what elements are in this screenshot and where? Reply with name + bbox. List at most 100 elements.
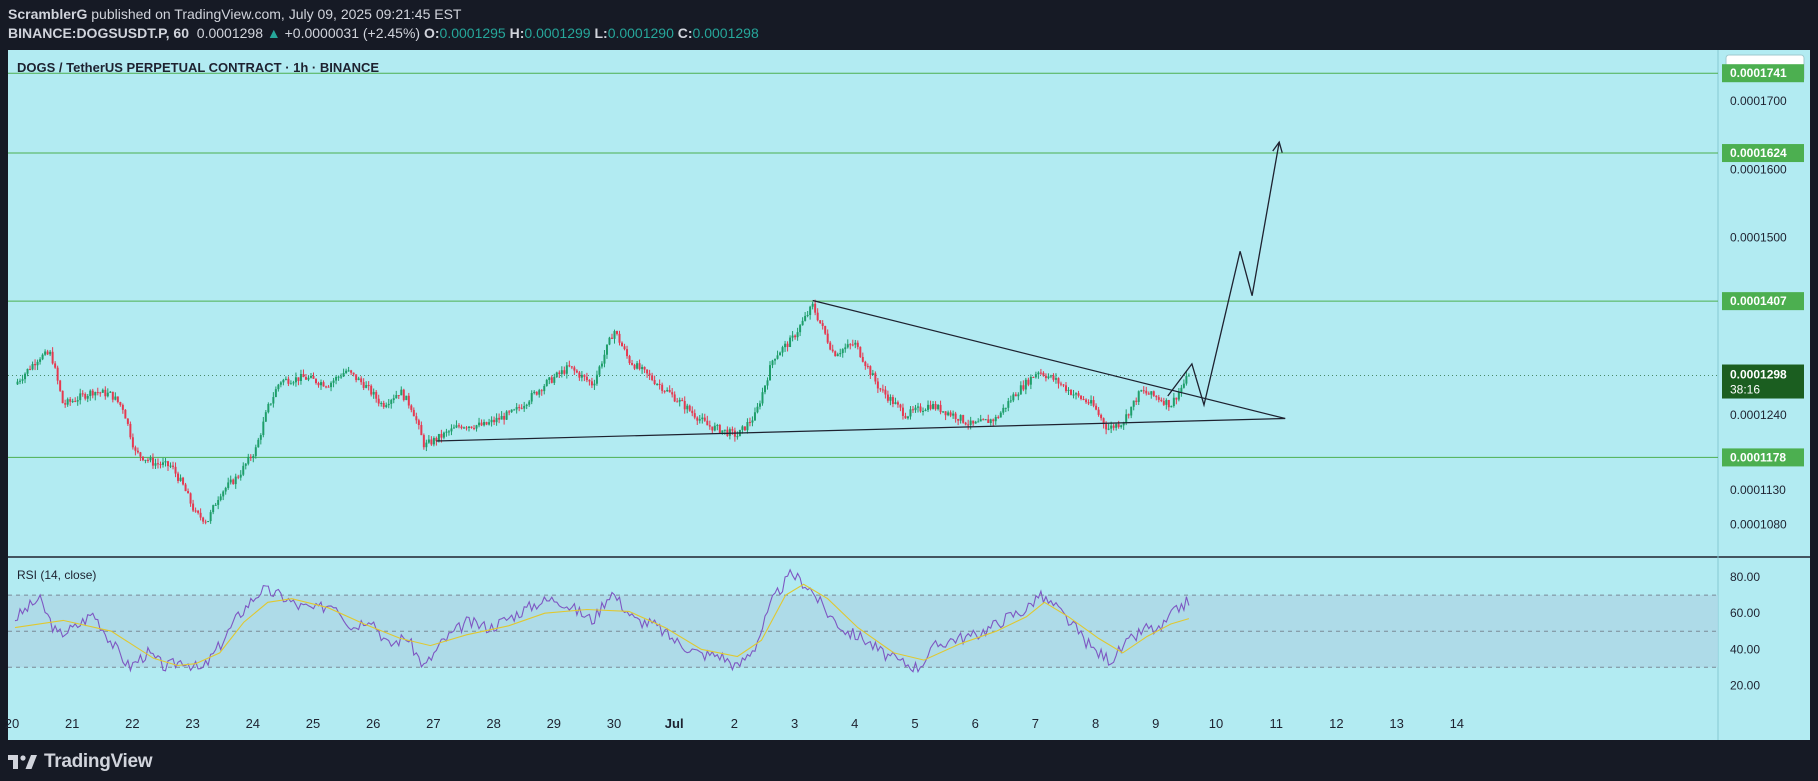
tradingview-brand[interactable]: TradingView	[44, 751, 153, 772]
candle-body	[661, 384, 664, 391]
candle-body	[267, 404, 270, 413]
candle-body	[804, 315, 807, 321]
candle-body	[598, 366, 601, 375]
time-tick-label: 29	[547, 716, 561, 731]
candle-body	[683, 400, 686, 410]
candle-body	[969, 420, 972, 425]
candle-body	[217, 499, 220, 505]
candle-body	[1102, 418, 1105, 425]
chart-area[interactable]: DOGS / TetherUS PERPETUAL CONTRACT · 1h …	[0, 50, 1818, 740]
candle-body	[189, 493, 192, 504]
candle-body	[884, 389, 887, 395]
time-axis[interactable]: 20 21 22 23 24 25 26 27 28 29 30 Jul 2 3 4 5 6 7 8 9 10 11 12 1…	[5, 716, 1464, 731]
candle-body	[1110, 425, 1113, 429]
candle-body	[19, 380, 22, 382]
time-tick-label: 22	[125, 716, 139, 731]
candle-body	[904, 415, 907, 419]
candle-body	[713, 425, 716, 431]
publish-date: published on TradingView.com, July 09, 2…	[91, 6, 462, 22]
candle-body	[1170, 406, 1173, 408]
projection-arrowhead-icon	[1272, 140, 1283, 153]
candle-body	[345, 370, 348, 373]
candle-body	[392, 398, 395, 401]
candle-body	[377, 398, 380, 404]
candle-body	[1012, 394, 1015, 401]
candle-body	[400, 389, 403, 396]
candle-body	[646, 369, 649, 374]
candle-body	[315, 378, 317, 384]
level-tag-label-3: 0.0001178	[1730, 450, 1786, 464]
candle-body	[841, 349, 844, 354]
rsi-tick-label: 80.00	[1730, 570, 1760, 584]
candle-body	[309, 375, 312, 378]
candle-body	[119, 402, 122, 405]
close-label: C:	[677, 25, 693, 41]
candle-body	[656, 383, 659, 385]
candle-body	[861, 357, 864, 362]
time-tick-label: 12	[1329, 716, 1343, 731]
price-tick-label: 0.0001130	[1730, 483, 1786, 497]
candle-body	[1072, 394, 1075, 396]
time-tick-label: 26	[366, 716, 380, 731]
candle-body	[355, 374, 358, 381]
candle-body	[896, 402, 899, 405]
candle-body	[608, 337, 611, 345]
candle-body	[229, 479, 232, 483]
candle-body	[934, 404, 937, 410]
chart-svg[interactable]: DOGS / TetherUS PERPETUAL CONTRACT · 1h …	[0, 50, 1818, 740]
candle-body	[442, 432, 445, 438]
candle-body	[864, 361, 867, 366]
time-tick-label: 4	[851, 716, 858, 731]
candle-body	[600, 363, 603, 367]
candle-body	[209, 512, 212, 522]
candle-body	[799, 325, 802, 333]
candle-body	[1075, 393, 1078, 395]
candle-body	[79, 393, 82, 401]
candle-body	[440, 433, 443, 438]
author-name[interactable]: ScramblerG	[8, 6, 88, 22]
candle-body	[914, 407, 917, 411]
candle-body	[758, 403, 761, 407]
candle-body	[538, 390, 541, 395]
candle-body	[452, 427, 455, 429]
candle-body	[1037, 372, 1040, 375]
candle-body	[121, 404, 124, 410]
candle-body	[1155, 395, 1158, 398]
candle-body	[771, 360, 774, 366]
candle-body	[954, 413, 957, 420]
candle-body	[1019, 385, 1022, 395]
candle-body	[949, 412, 952, 416]
candle-body	[375, 391, 378, 399]
candle-body	[638, 363, 641, 370]
candle-body	[513, 409, 516, 411]
candle-body	[565, 365, 568, 374]
candle-body	[944, 411, 947, 416]
candle-body	[330, 382, 333, 388]
candle-body	[824, 326, 827, 334]
candle-body	[1095, 405, 1098, 410]
candle-body	[593, 383, 596, 386]
price-axis[interactable]: 0.0001700 0.0001600 0.0001500 0.0001240 0.00…	[1722, 64, 1804, 692]
candle-body	[34, 364, 37, 366]
candle-body	[924, 409, 927, 411]
candle-body	[1070, 389, 1073, 395]
candle-body	[1054, 378, 1057, 380]
candle-body	[1057, 378, 1060, 384]
candle-body	[101, 389, 104, 393]
candle-body	[523, 405, 526, 409]
candle-body	[816, 312, 819, 321]
candle-body	[849, 344, 852, 346]
candle-body	[64, 403, 67, 405]
candle-body	[151, 457, 154, 466]
time-tick-label: 30	[607, 716, 621, 731]
candle-body	[1130, 406, 1133, 416]
candle-body	[663, 390, 666, 392]
candle-body	[741, 426, 744, 430]
candle-body	[691, 410, 694, 414]
candle-body	[402, 389, 405, 401]
candle-body	[731, 429, 734, 431]
candle-body	[779, 352, 782, 356]
time-tick-label: 27	[426, 716, 440, 731]
time-tick-label: 25	[306, 716, 320, 731]
candle-body	[106, 392, 109, 397]
